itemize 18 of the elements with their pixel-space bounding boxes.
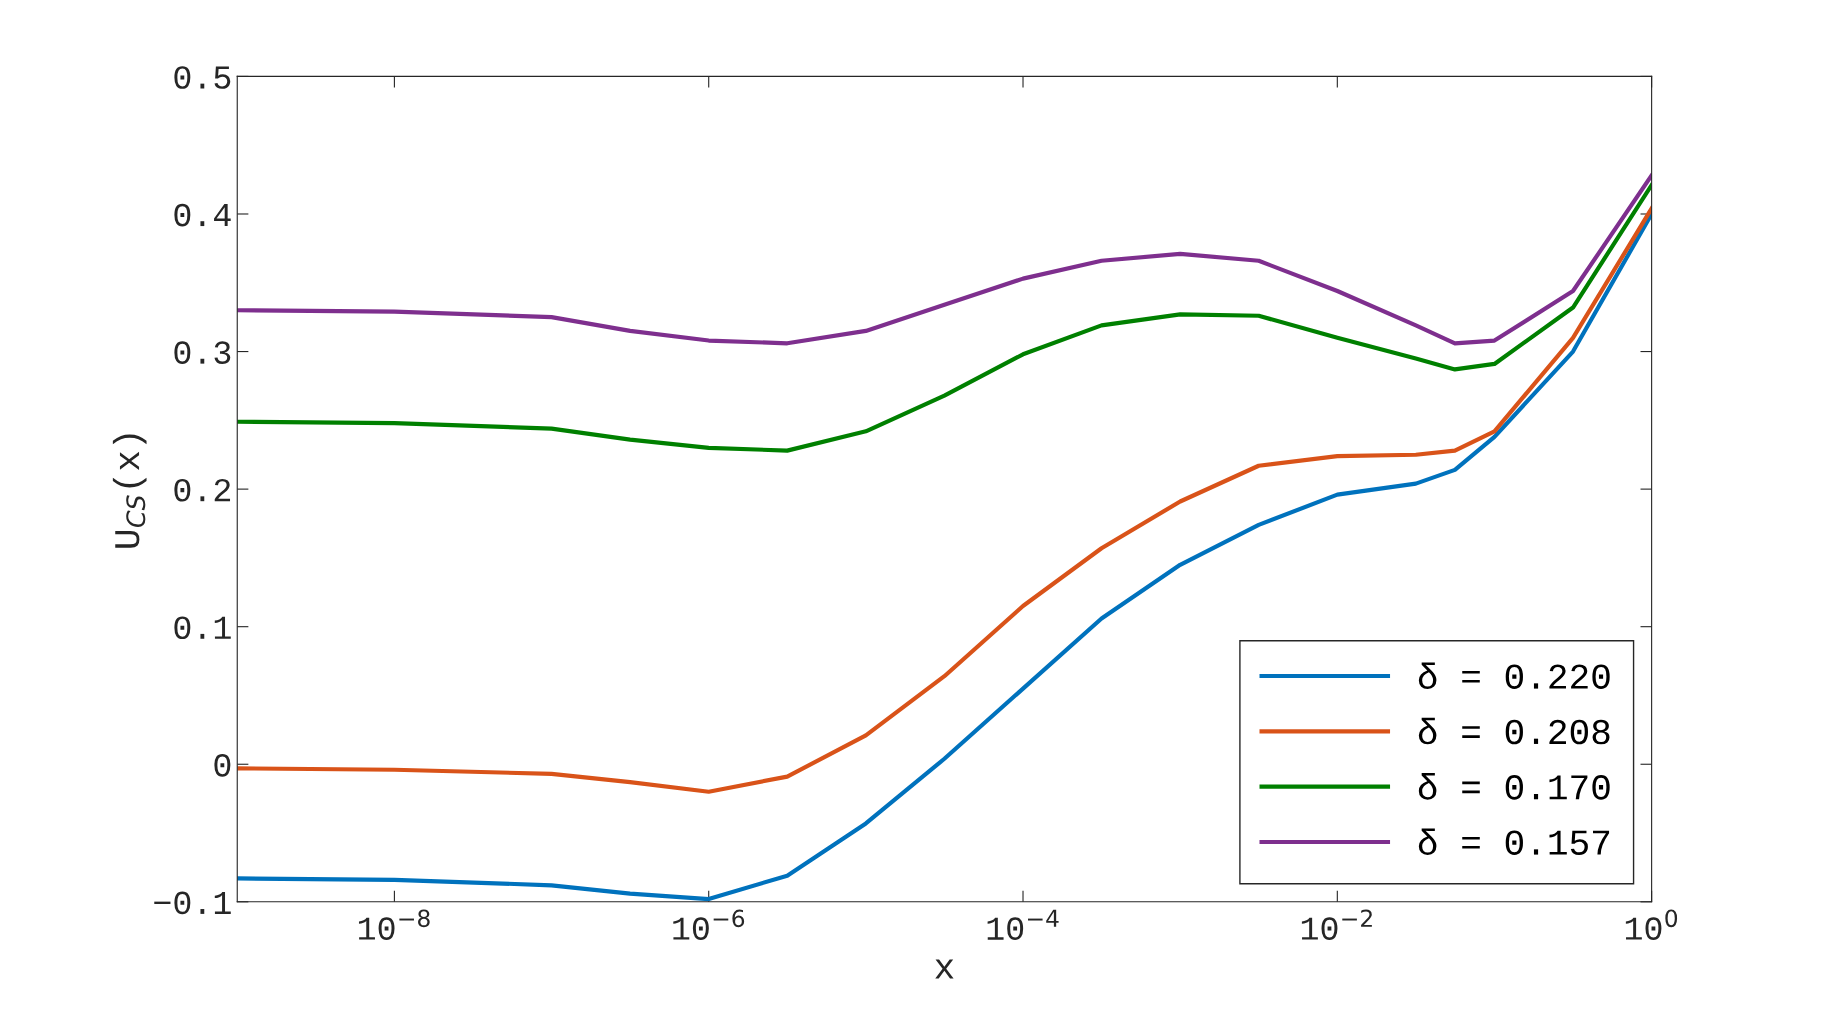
legend-label: δ = 0.157 [1418, 828, 1610, 855]
x-tick-label: 10$^{−4}$ [987, 909, 1059, 940]
y-tick-label: 0.1 [174, 616, 231, 640]
y-tick-label: 0.4 [174, 203, 231, 227]
y-tick-label: 0 [214, 754, 231, 777]
x-tick-label: 10$^{−2}$ [1301, 909, 1372, 940]
y-tick-label: 0.3 [174, 341, 231, 364]
x-tick-label: 10$^{−6}$ [673, 909, 745, 940]
legend-label: δ = 0.220 [1418, 662, 1610, 689]
x-axis-title: x [935, 959, 954, 979]
legend-label: δ = 0.208 [1418, 717, 1610, 745]
x-tick-label: 10$^{0}$ [1625, 909, 1678, 940]
y-tick-label: −0.1 [154, 891, 231, 915]
legend-label: δ = 0.170 [1418, 773, 1610, 800]
x-tick-label: 10$^{−8}$ [358, 909, 430, 940]
y-tick-label: 0.2 [174, 478, 231, 502]
y-axis-title: U$_{CS}$(x) [112, 434, 147, 548]
y-tick-label: 0.5 [174, 66, 231, 89]
